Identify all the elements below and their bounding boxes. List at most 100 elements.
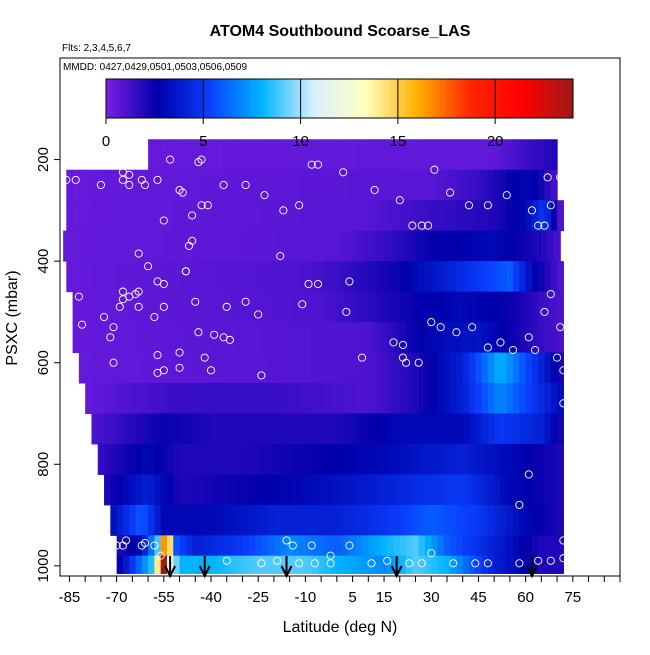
heat-cell (355, 555, 363, 574)
heat-cell (424, 200, 432, 232)
heat-cell (110, 291, 118, 323)
heat-cell (503, 230, 511, 262)
heat-cell (223, 200, 231, 232)
heat-cell (390, 230, 398, 262)
heat-cell (380, 261, 388, 293)
heat-cell (538, 443, 546, 475)
heat-cell (453, 230, 461, 262)
heat-cell (251, 230, 259, 262)
heat-cell (255, 413, 262, 445)
heat-cell (233, 230, 240, 262)
heat-cell (462, 443, 470, 475)
heat-cell (217, 504, 225, 536)
measurement-point (515, 559, 524, 568)
heat-cell (538, 535, 546, 557)
heat-cell (437, 352, 445, 384)
heat-cell (280, 443, 288, 475)
heat-cell (450, 261, 458, 293)
y-tick-label: 1000 (35, 549, 52, 582)
measurement-point (414, 358, 423, 367)
heat-cell (229, 535, 237, 557)
heat-cell (415, 230, 423, 262)
heat-cell (104, 413, 111, 445)
heat-cell (531, 261, 539, 293)
heat-cell (129, 555, 137, 574)
heat-cell (217, 261, 225, 293)
heat-cell (481, 383, 489, 414)
heat-cell (104, 169, 111, 201)
heat-cell (217, 322, 225, 354)
heat-cell (185, 352, 193, 384)
heat-cell (223, 383, 231, 414)
heat-cell (481, 169, 489, 201)
heat-cell (138, 230, 146, 262)
heat-cell (387, 383, 395, 414)
heat-cell (166, 169, 174, 201)
heat-cell (481, 322, 489, 354)
heat-cell (362, 443, 369, 475)
heat-cell (154, 413, 162, 445)
heat-cell (280, 291, 288, 323)
heat-cell (160, 291, 168, 323)
heat-cell (531, 504, 539, 536)
heat-cell (317, 322, 325, 354)
heat-cell (148, 443, 155, 475)
heat-cell (557, 200, 564, 232)
heat-cell (374, 383, 382, 414)
heat-cell (286, 291, 294, 323)
heat-cell (519, 352, 527, 384)
measurement-point (279, 206, 288, 215)
heat-cell (468, 383, 476, 414)
heat-cell (217, 474, 225, 506)
heat-cell (494, 474, 502, 506)
measurement-point (430, 165, 439, 174)
heat-cell (97, 200, 105, 232)
heat-cell (349, 474, 357, 506)
heat-cell (525, 322, 533, 354)
heat-cell (292, 261, 300, 293)
heat-cell (481, 352, 489, 384)
heat-cell (129, 535, 137, 557)
heat-cell (141, 291, 149, 323)
heat-cell (443, 443, 451, 475)
heat-cell (195, 230, 203, 262)
heat-cell (104, 200, 111, 232)
heat-cell (273, 261, 281, 293)
heat-cell (122, 555, 130, 574)
heat-cell (129, 261, 137, 293)
heat-cell (424, 261, 432, 293)
heat-cell (166, 474, 174, 506)
measurement-point (150, 312, 159, 322)
measurement-point (496, 338, 505, 347)
measurement-point (134, 249, 143, 258)
heat-cell (336, 169, 344, 201)
measurement-point (99, 312, 109, 322)
heat-cell (374, 200, 382, 232)
heat-cell (544, 352, 552, 384)
measurement-point (140, 538, 149, 548)
heat-cell (236, 383, 244, 414)
heat-cell (355, 139, 363, 171)
heat-cell (456, 200, 464, 232)
heat-cell (418, 443, 426, 475)
heat-cell (286, 261, 294, 293)
heat-cell (396, 230, 404, 262)
heat-cell (122, 291, 130, 323)
heat-cell (286, 474, 294, 506)
heat-cell (273, 352, 281, 384)
heat-cell (116, 200, 124, 232)
heat-cell (261, 291, 269, 323)
heat-cell (229, 383, 237, 414)
heat-cell (374, 474, 382, 506)
heat-cell (255, 352, 262, 384)
heat-cell (273, 555, 281, 574)
heat-cell (506, 200, 514, 232)
heat-cell (211, 200, 218, 232)
heat-cell (399, 322, 407, 354)
heat-cell (248, 322, 256, 354)
heat-cell (550, 352, 558, 384)
heat-cell (343, 555, 351, 574)
heat-cell (399, 139, 407, 171)
heat-cell (393, 291, 401, 323)
